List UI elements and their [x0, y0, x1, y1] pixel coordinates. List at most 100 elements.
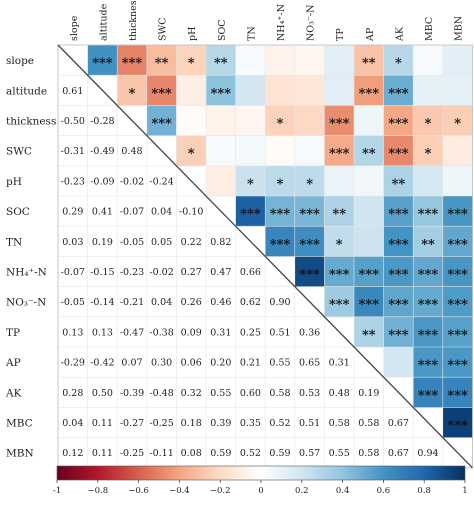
heatmap-cell [354, 256, 384, 287]
correlation-value: -0.49 [90, 146, 114, 157]
correlation-value: -0.24 [149, 176, 173, 187]
column-label: MBC [424, 17, 435, 41]
correlation-value: 0.22 [181, 237, 202, 248]
correlation-value: 0.27 [181, 267, 202, 278]
significance-stars: *** [418, 298, 439, 313]
heatmap-cell [383, 347, 414, 378]
correlation-value: 0.58 [329, 418, 350, 429]
significance-stars: ** [214, 56, 228, 71]
significance-stars: *** [388, 298, 409, 313]
heatmap-cell [383, 105, 414, 136]
significance-stars: *** [270, 207, 291, 222]
heatmap-cell [442, 256, 473, 287]
heatmap-cell [176, 105, 207, 136]
correlation-value: 0.82 [210, 237, 231, 248]
heatmap-cell [442, 196, 473, 227]
correlation-value: -0.25 [120, 448, 144, 459]
correlation-value: 0.29 [62, 207, 83, 218]
column-label: pH [187, 27, 198, 41]
heatmap-cell [442, 286, 473, 318]
heatmap-cell [324, 286, 355, 318]
significance-stars: *** [447, 328, 468, 343]
significance-stars: *** [299, 268, 320, 283]
row-label: AP [5, 357, 21, 369]
column-label: slope [69, 15, 80, 41]
correlation-value: 0.11 [92, 418, 113, 429]
correlation-value: 0.04 [62, 418, 83, 429]
heatmap-cell [442, 316, 473, 348]
correlation-value: 0.36 [299, 327, 320, 338]
correlation-value: -0.31 [61, 146, 85, 157]
correlation-value: 0.55 [329, 448, 350, 459]
heatmap-cell [413, 45, 444, 76]
heatmap-cell [354, 226, 384, 257]
significance-stars: ** [421, 237, 435, 252]
heatmap-cell [206, 165, 236, 197]
heatmap-cell [442, 377, 473, 408]
heatmap-cell [383, 196, 414, 227]
heatmap-cell [354, 45, 384, 76]
correlation-value: 0.18 [181, 418, 202, 429]
correlation-value: 0.67 [388, 418, 409, 429]
correlation-value: 0.19 [358, 388, 379, 399]
correlation-value: -0.07 [61, 267, 85, 278]
column-label: AK [394, 26, 405, 42]
correlation-value: 0.25 [240, 327, 261, 338]
significance-stars: *** [447, 268, 468, 283]
significance-stars: * [188, 147, 195, 162]
correlation-value: 0.53 [299, 388, 320, 399]
row-label: altitude [6, 85, 47, 97]
significance-stars: *** [270, 237, 291, 252]
correlation-value: 0.26 [181, 297, 202, 308]
colorbar-tick-label: −0.2 [210, 486, 231, 496]
heatmap-cell [383, 165, 414, 197]
colorbar-tick-label: 0.8 [417, 486, 431, 496]
heatmap-cell [146, 105, 177, 136]
significance-stars: * [277, 177, 284, 192]
colorbar-tick-label: −0.4 [169, 486, 190, 496]
column-label: NO₃⁻-N [306, 5, 317, 41]
correlation-value: -0.07 [120, 207, 144, 218]
correlation-value: 0.31 [210, 327, 231, 338]
correlation-value: 0.52 [269, 418, 290, 429]
correlation-value: 0.59 [210, 448, 231, 459]
heatmap-cell [265, 165, 296, 197]
row-label: NH₄⁺-N [6, 267, 47, 279]
heatmap-cell [324, 165, 355, 197]
diagonal-line [57, 44, 473, 469]
correlation-value: -0.28 [90, 116, 114, 127]
column-label: TP [335, 28, 346, 41]
heatmap-cell [294, 256, 325, 287]
correlation-value: 0.51 [299, 418, 320, 429]
significance-stars: *** [359, 298, 380, 313]
row-label: NO₃⁻-N [6, 297, 46, 309]
correlation-value: -0.23 [120, 267, 144, 278]
significance-stars: *** [92, 56, 113, 71]
significance-stars: *** [299, 237, 320, 252]
significance-stars: *** [418, 358, 439, 373]
correlation-value: 0.09 [181, 327, 202, 338]
heatmap-labels: slope slope altitude altitude thickness thick… [5, 0, 465, 460]
heatmap-cell [354, 105, 384, 136]
significance-stars: *** [447, 358, 468, 373]
significance-stars: ** [362, 328, 376, 343]
correlation-value: 0.60 [240, 388, 261, 399]
heatmap-cell [176, 75, 207, 106]
significance-stars: ** [332, 207, 346, 222]
correlation-value: -0.25 [149, 418, 173, 429]
heatmap-cell [176, 45, 207, 76]
heatmap-cell [324, 196, 355, 227]
significance-stars: *** [329, 147, 350, 162]
heatmap-cell [235, 165, 266, 197]
correlation-value: -0.11 [149, 448, 173, 459]
heatmap-cell [413, 256, 444, 287]
heatmap-cell [206, 45, 236, 76]
heatmap-cell [294, 105, 325, 136]
heatmap-cell [354, 196, 384, 227]
column-label: SWC [158, 17, 169, 41]
heatmap-cell [206, 105, 236, 136]
heatmap-cell [235, 105, 266, 136]
heatmap-cell [235, 196, 266, 227]
heatmap-cell [442, 105, 473, 136]
correlation-value: 0.66 [240, 267, 261, 278]
